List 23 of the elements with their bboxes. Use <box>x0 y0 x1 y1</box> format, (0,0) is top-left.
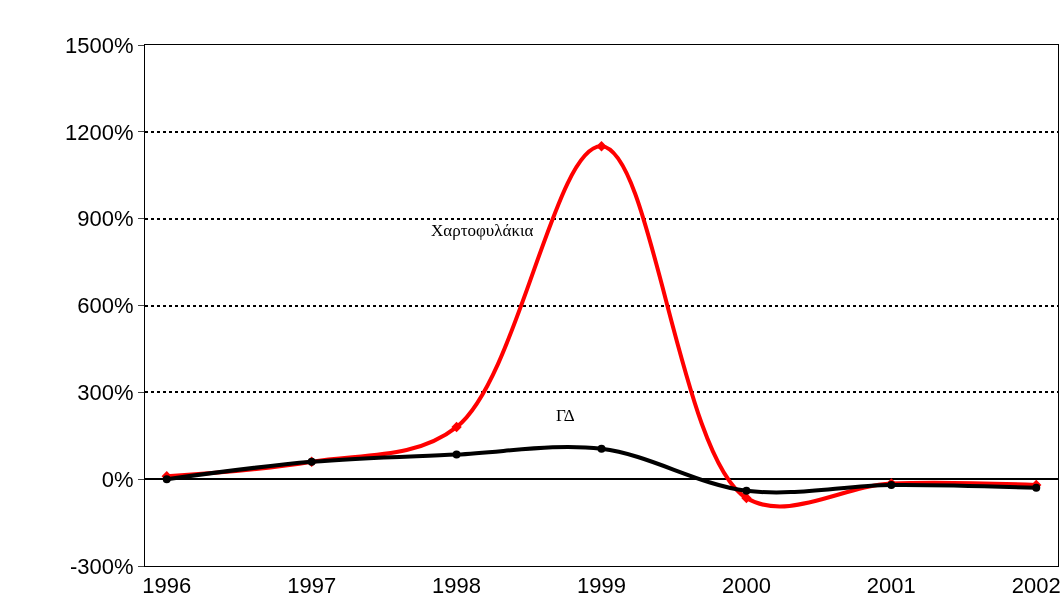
point <box>742 486 751 495</box>
point <box>1032 483 1041 492</box>
point <box>451 421 462 433</box>
point <box>596 141 607 152</box>
y-tick-label: 900% <box>77 206 134 232</box>
x-tick-label: 1998 <box>432 573 482 599</box>
point <box>452 450 461 459</box>
series-label: ΓΔ <box>556 406 575 425</box>
x-tick-label: 1999 <box>577 573 626 599</box>
y-tick-label: 600% <box>77 293 134 319</box>
y-tick-label: -300% <box>70 553 134 579</box>
x-tick-label: 1997 <box>287 573 337 599</box>
point <box>162 475 171 484</box>
y-tick-label: 1500% <box>65 32 134 58</box>
x-tick-label: 2001 <box>866 573 916 599</box>
point <box>597 444 606 453</box>
y-tick-label: 1200% <box>65 119 134 145</box>
x-tick-label: 2002 <box>1011 573 1061 599</box>
x-tick-label: 2000 <box>721 573 771 599</box>
x-tick-label: 1996 <box>142 573 192 599</box>
y-tick-label: 300% <box>77 380 134 406</box>
series-label: Χαρτοφυλάκια <box>431 221 534 240</box>
y-tick-label: 0% <box>101 466 134 492</box>
